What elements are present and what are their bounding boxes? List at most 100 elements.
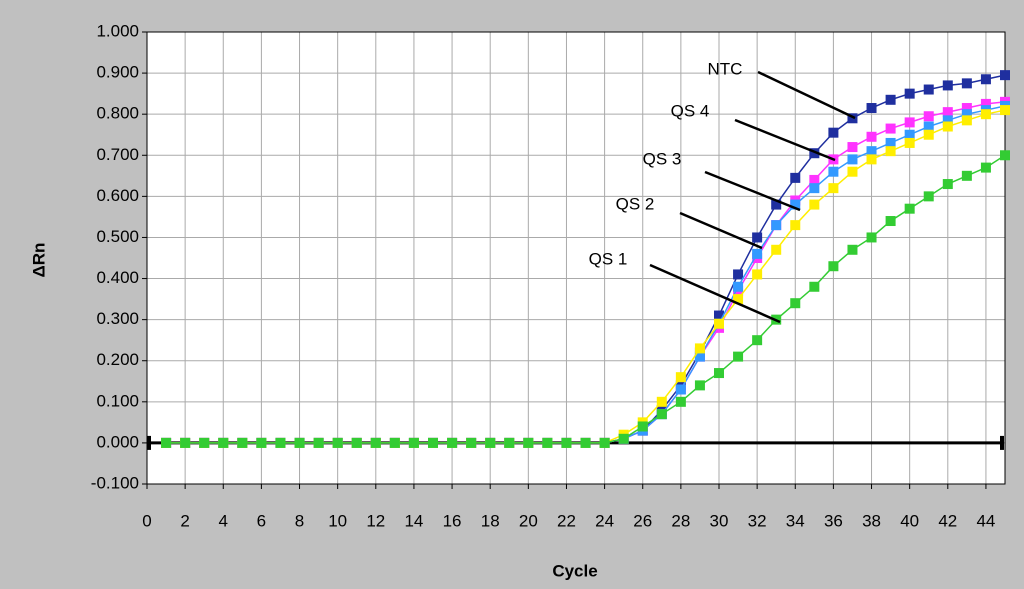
data-point [161,437,172,448]
plot-area [146,31,1006,485]
x-tick-label: 44 [976,511,995,530]
x-tick-label: 42 [938,511,957,530]
x-tick-label: 16 [443,511,462,530]
data-point [828,183,839,194]
data-point [885,137,896,148]
x-tick-label: 36 [824,511,843,530]
data-point [847,166,858,177]
threshold-cap [1000,435,1004,450]
data-point [675,372,686,383]
data-point [523,437,534,448]
y-tick-label: 0.100 [96,391,139,410]
data-point [790,172,801,183]
x-tick-label: 4 [219,511,228,530]
data-point [637,421,648,432]
callout-line [649,263,781,324]
data-point [847,244,858,255]
data-point [332,437,343,448]
callout-label: QS 1 [589,249,628,268]
data-point [752,269,763,280]
data-point [885,123,896,134]
data-point [885,94,896,105]
data-point [904,117,915,128]
data-point [294,437,305,448]
data-point [275,437,286,448]
data-point [961,115,972,126]
callout-label: QS 3 [643,149,682,168]
data-point [408,437,419,448]
data-point [771,199,782,210]
data-point [809,281,820,292]
y-tick-label: 0.400 [96,268,139,287]
data-point [466,437,477,448]
data-point [561,437,572,448]
y-tick-label: 0.700 [96,145,139,164]
data-point [923,111,934,122]
plot-border [146,31,1006,485]
data-point [733,281,744,292]
data-point [942,121,953,132]
callout-label: QS 4 [671,101,710,120]
data-point [370,437,381,448]
data-point [980,109,991,120]
x-tick-label: 34 [786,511,805,530]
data-point [828,127,839,138]
x-tick-label: 26 [633,511,652,530]
data-point [1000,105,1010,116]
data-point [847,142,858,153]
data-point [733,351,744,362]
x-tick-label: 20 [519,511,538,530]
callout-line [679,211,763,250]
data-point [180,437,191,448]
callout-line [757,70,856,120]
data-point [752,248,763,259]
x-tick-label: 38 [862,511,881,530]
x-tick-label: 8 [295,511,304,530]
data-point [714,310,724,321]
data-point [656,396,667,407]
callout-label: NTC [708,59,743,78]
data-point [313,437,324,448]
data-point [1000,150,1010,161]
y-tick-label: 0.300 [96,309,139,328]
data-point [942,179,953,190]
x-tick-label: 2 [180,511,189,530]
data-point [923,129,934,140]
data-point [923,121,934,132]
data-point [199,437,210,448]
x-tick-label: 12 [366,511,385,530]
x-tick-label: 40 [900,511,919,530]
data-point [790,220,801,231]
data-point [904,88,915,99]
data-point [885,216,896,227]
x-tick-label: 14 [404,511,423,530]
data-point [942,80,953,91]
data-point [809,174,820,185]
data-point [389,437,400,448]
data-point [237,437,248,448]
data-point [504,437,515,448]
data-point [752,232,763,243]
y-axis-title: ΔRn [29,243,48,278]
data-point [961,170,972,181]
data-point [618,433,629,444]
data-point [923,191,934,202]
data-point [256,437,267,448]
data-point [218,437,229,448]
y-tick-label: 0.000 [96,432,139,451]
data-point [942,107,953,118]
data-point [923,84,934,95]
data-point [447,437,458,448]
threshold-cap [147,435,151,450]
callout-label: QS 2 [616,194,655,213]
data-point [790,298,801,309]
data-point [733,269,744,280]
data-point [599,437,610,448]
data-point [809,183,820,194]
x-tick-label: 18 [481,511,500,530]
data-point [428,437,438,448]
data-point [904,203,915,214]
y-tick-label: 1.000 [96,21,139,40]
data-point [675,396,686,407]
